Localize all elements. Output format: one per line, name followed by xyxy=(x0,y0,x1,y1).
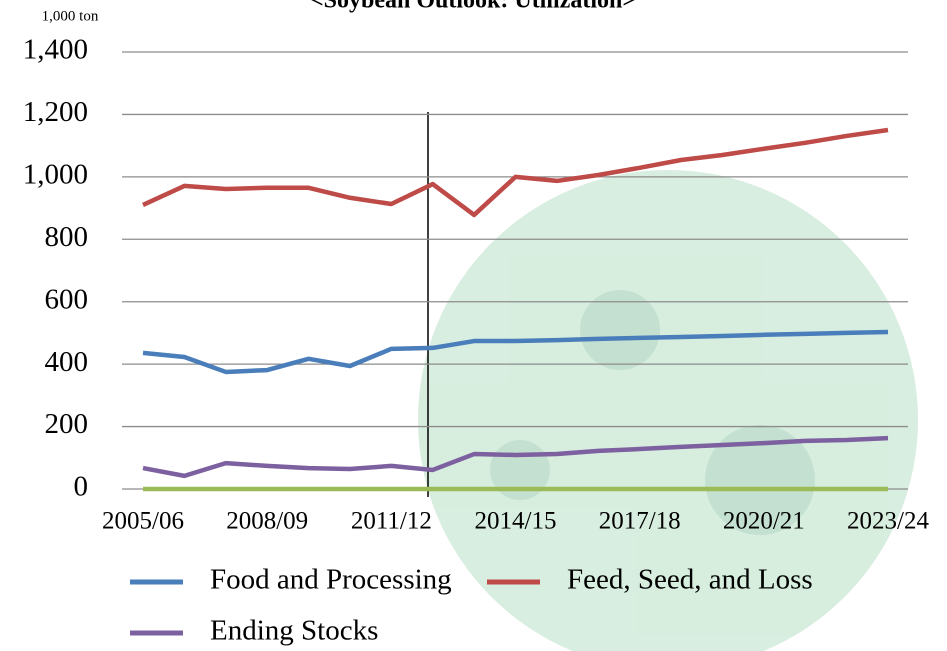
legend-label: Feed, Seed, and Loss xyxy=(567,564,813,596)
legend-label: Ending Stocks xyxy=(210,615,378,647)
x-tick-label: 2011/12 xyxy=(351,508,432,535)
chart: <Soybean Outlook: Utilization> 1,000 ton… xyxy=(0,0,947,651)
x-tick-label: 2014/15 xyxy=(475,508,557,535)
y-tick-label: 1,400 xyxy=(23,34,88,66)
y-tick-label: 0 xyxy=(74,471,89,503)
x-tick-label: 2017/18 xyxy=(599,508,681,535)
y-tick-label: 1,200 xyxy=(23,96,88,128)
y-tick-label: 200 xyxy=(45,408,89,440)
chart-title: <Soybean Outlook: Utilization> xyxy=(310,0,636,14)
x-tick-label: 2008/09 xyxy=(226,508,308,535)
x-tick-label: 2023/24 xyxy=(847,508,929,535)
y-tick-label: 400 xyxy=(45,346,89,378)
x-tick-label: 2005/06 xyxy=(102,508,184,535)
x-tick-label: 2020/21 xyxy=(723,508,805,535)
legend-label: Food and Processing xyxy=(210,564,452,596)
y-tick-label: 1,000 xyxy=(23,159,88,191)
y-unit: 1,000 ton xyxy=(42,8,99,24)
y-tick-label: 600 xyxy=(45,283,89,315)
y-tick-label: 800 xyxy=(45,221,89,253)
